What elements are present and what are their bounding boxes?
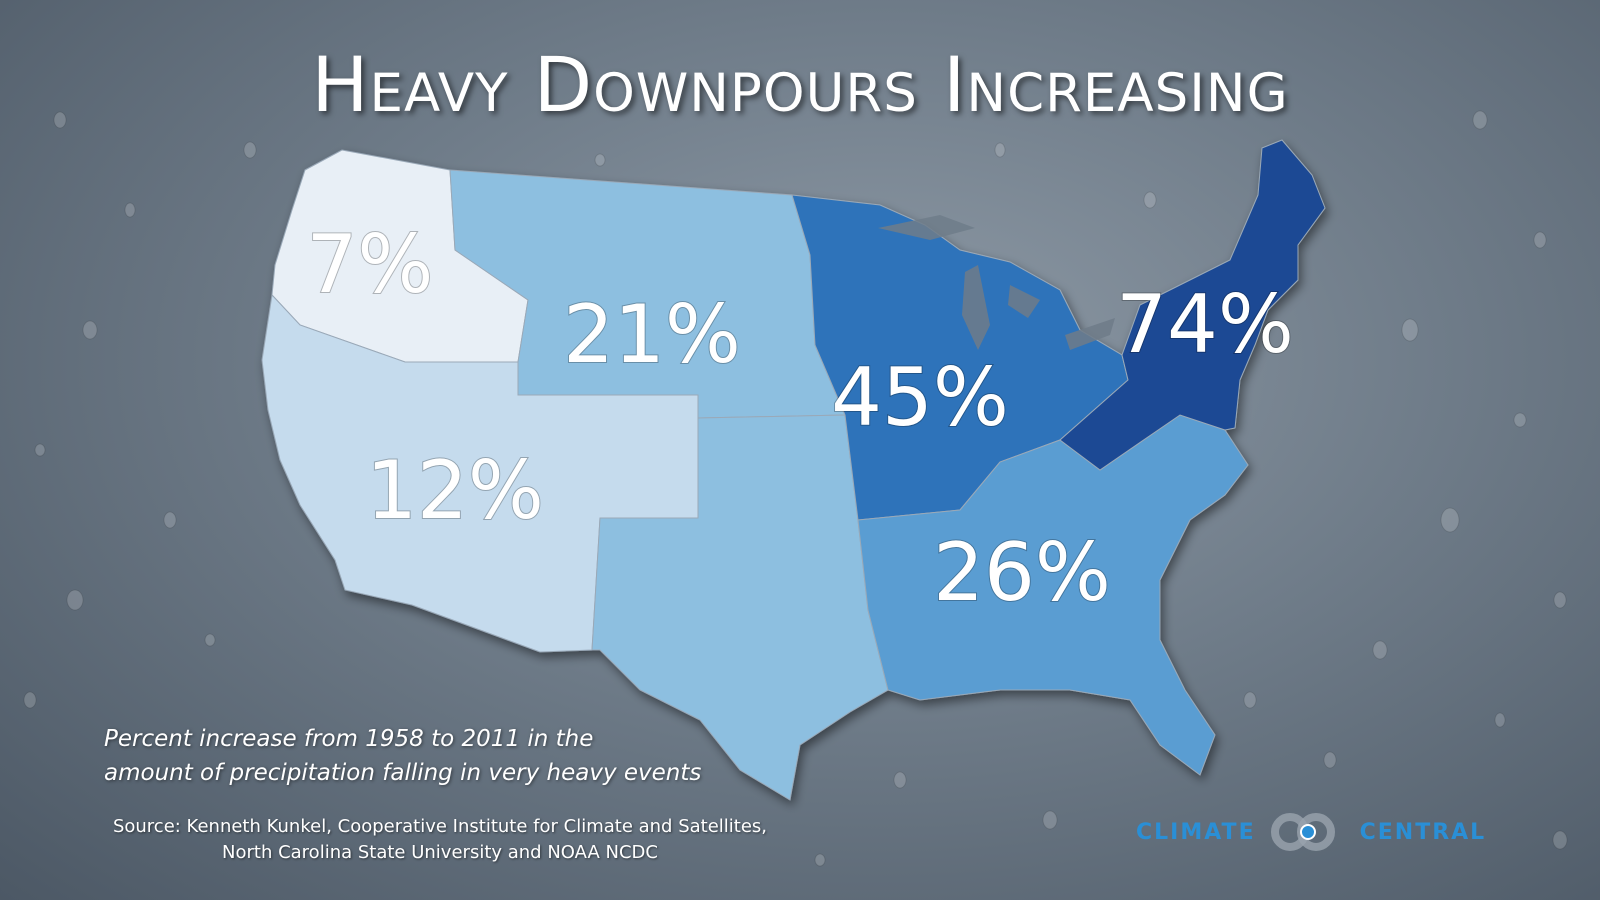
region-value-northwest: 7% — [307, 218, 434, 311]
climate-central-logo[interactable]: CLIMATE CENTRAL — [1136, 812, 1486, 852]
source-line-1: Source: Kenneth Kunkel, Cooperative Inst… — [112, 816, 768, 837]
source-credit: Source: Kenneth Kunkel, Cooperative Inst… — [100, 814, 780, 866]
region-value-southwest: 12% — [366, 444, 544, 537]
logo-word-right: CENTRAL — [1359, 819, 1487, 845]
logo-word-left: CLIMATE — [1136, 819, 1256, 845]
region-value-great-plains-north: 21% — [563, 288, 741, 381]
logo-rings-icon — [1270, 813, 1335, 851]
page-title: Heavy Downpours Increasing — [311, 40, 1289, 129]
region-value-southeast: 26% — [933, 526, 1111, 619]
region-value-northeast: 74% — [1116, 278, 1294, 371]
great-lakes — [878, 215, 1115, 350]
caption-line-1: Percent increase from 1958 to 2011 in th… — [104, 726, 594, 752]
region-southwest — [261, 293, 699, 653]
caption-line-2: amount of precipitation falling in very … — [104, 760, 702, 786]
region-northeast — [1059, 139, 1326, 471]
source-line-2: North Carolina State University and NOAA… — [222, 842, 658, 863]
region-value-midwest: 45% — [831, 351, 1009, 444]
map-caption: Percent increase from 1958 to 2011 in th… — [104, 722, 724, 790]
